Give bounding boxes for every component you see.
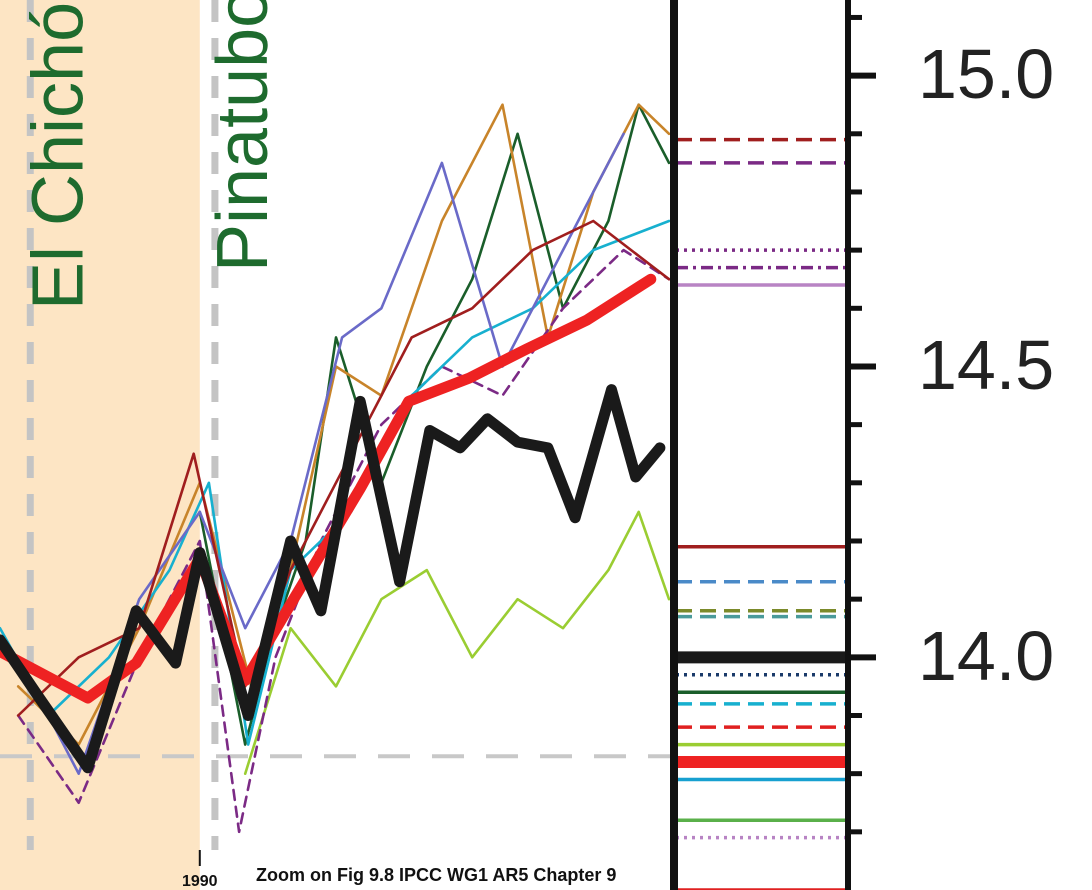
model-line [243, 510, 671, 776]
y-tick-label: 14.0 [918, 617, 1054, 695]
annotation: Zoom on Fig 9.8 IPCC WG1 AR5 Chapter 9 [256, 865, 616, 885]
right-panel: 14.0 14.5 15.0 [670, 0, 1054, 890]
volcano-label: El Chichón [18, 0, 98, 310]
background-layer: El Chichón Pinatubo 1990 [0, 0, 672, 890]
lines-layer [0, 103, 671, 834]
model-line [16, 103, 671, 746]
thick-line [0, 273, 657, 704]
y-tick-label: 15.0 [918, 35, 1054, 113]
x-tick-label: 1990 [182, 873, 218, 890]
y-tick-label: 14.5 [918, 326, 1054, 404]
thick-line [0, 384, 666, 774]
volcano-label: Pinatubo [203, 0, 283, 272]
